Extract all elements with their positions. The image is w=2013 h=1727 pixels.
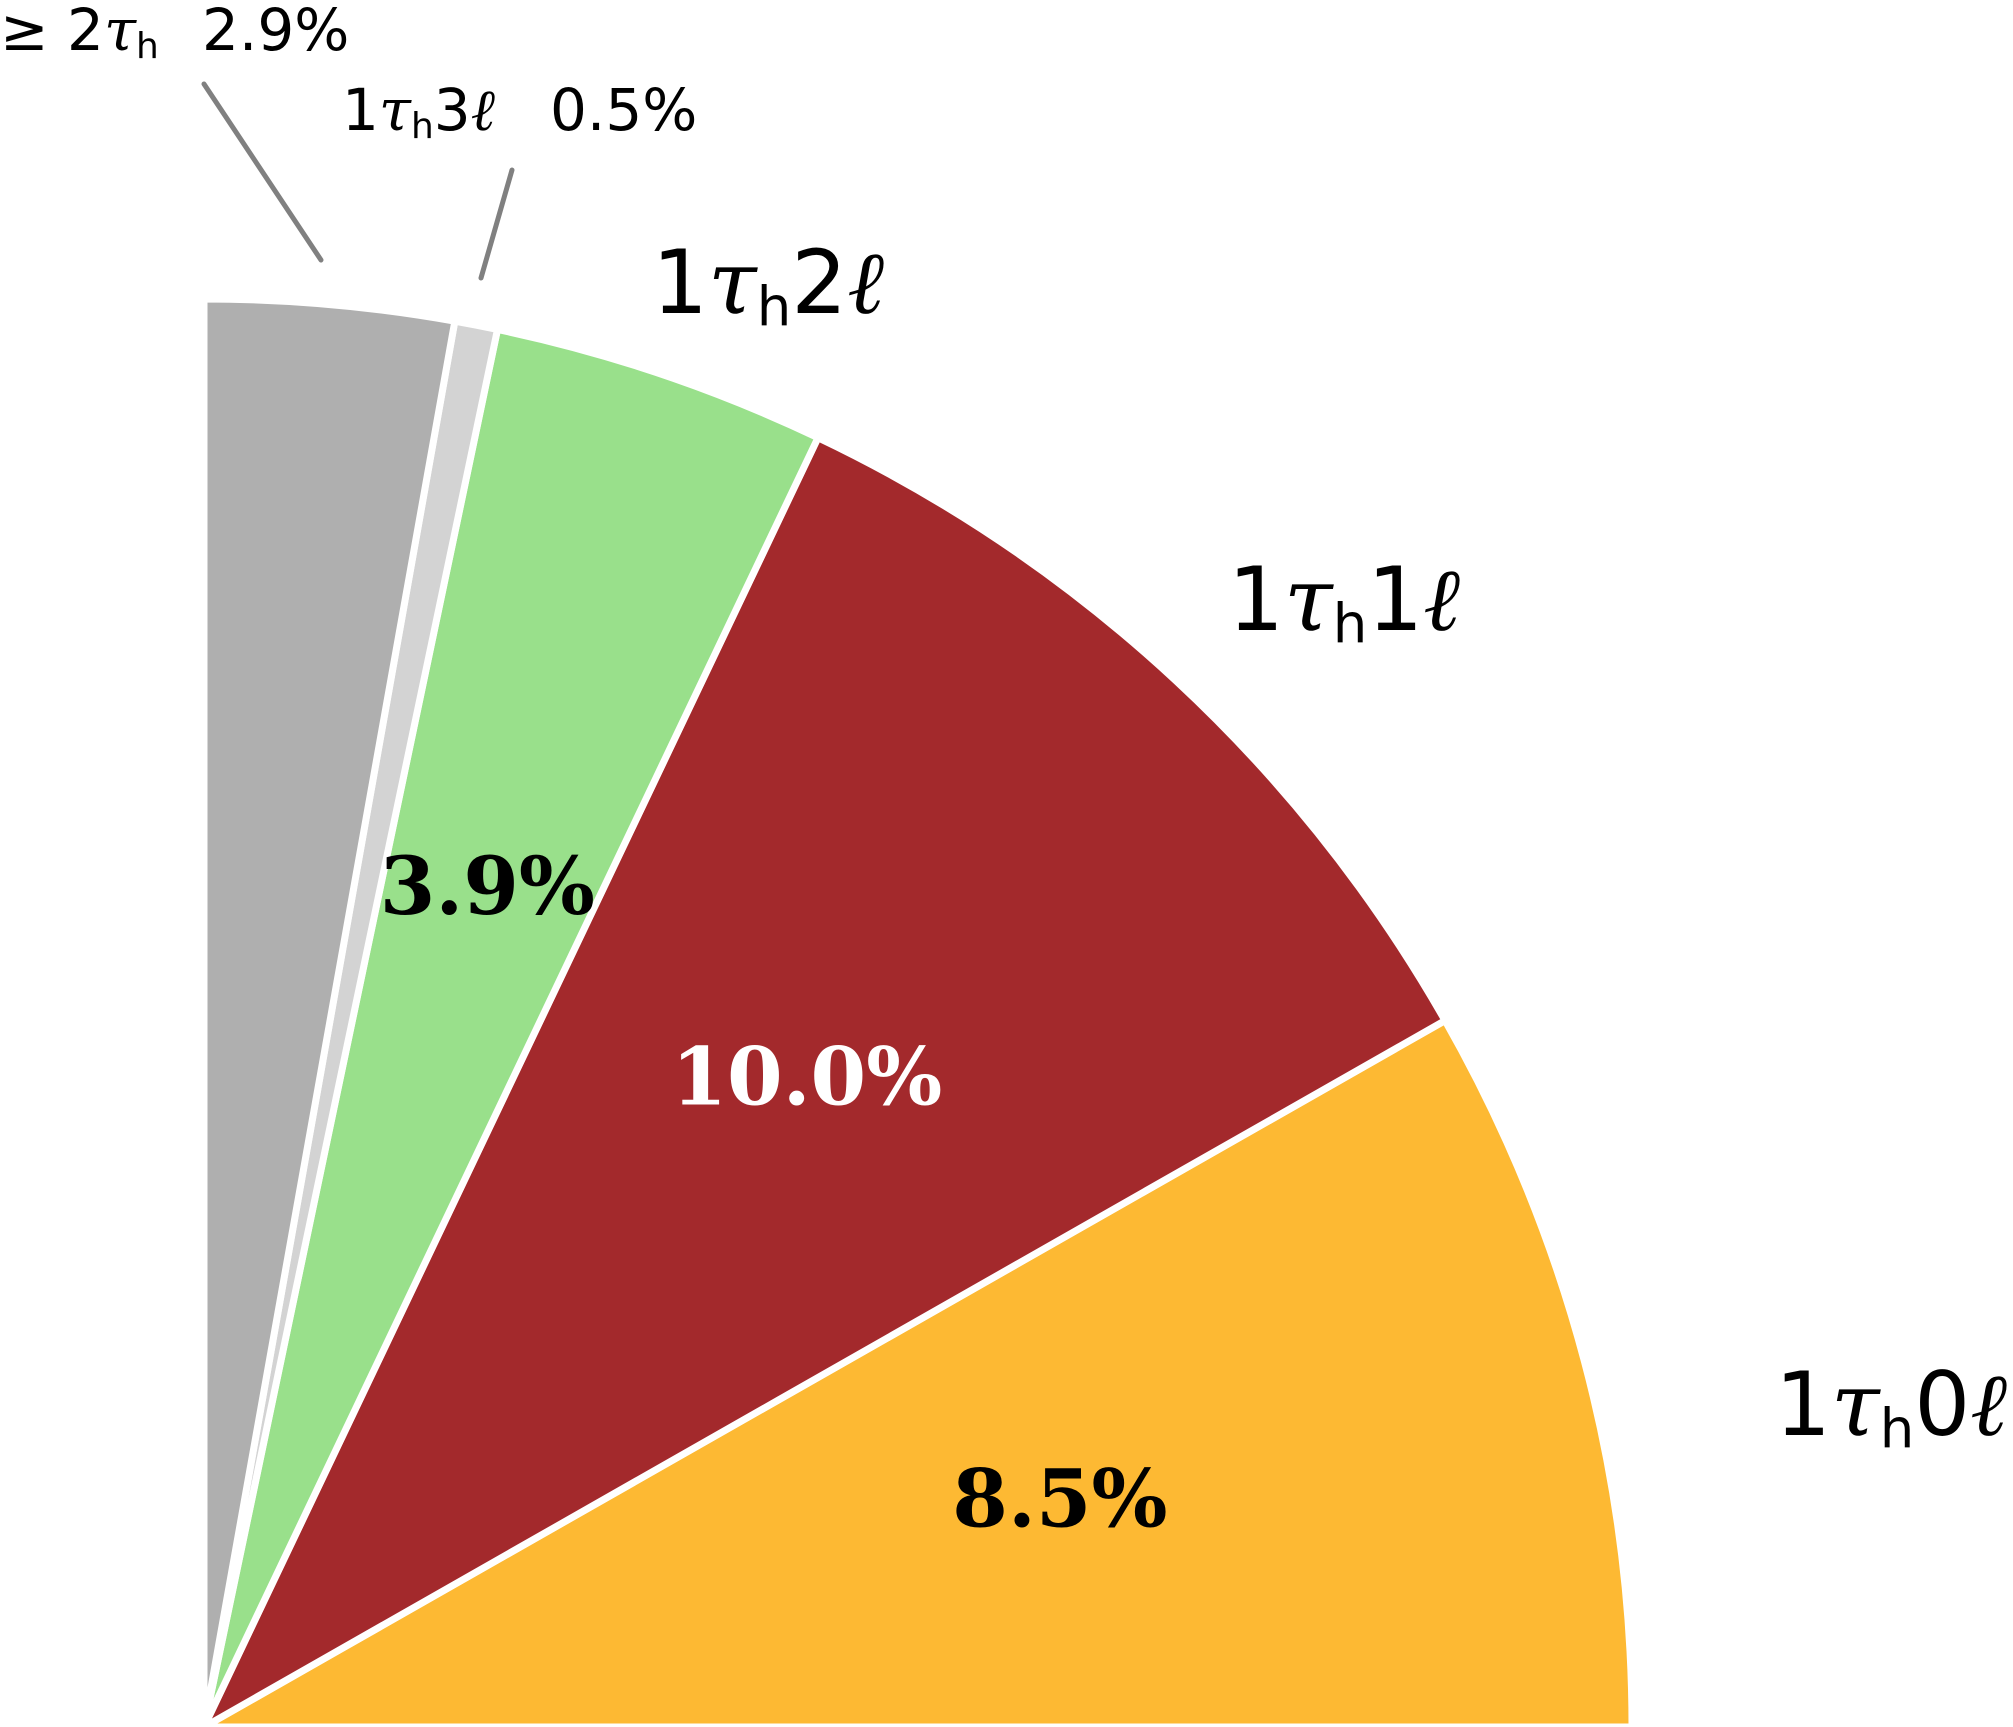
slice-value-label: 10.0% [671,1030,942,1124]
slice-value-label: 2.9% [202,0,349,64]
pie-slice [200,295,459,1727]
slice-category-label: 1τh2ℓ [652,231,884,338]
callout-line [478,167,515,281]
pie-slice [200,325,822,1727]
slice-category-label: 1τh3ℓ [342,76,495,147]
slice-value-label: 3.9% [380,839,595,933]
slice-value-label: 8.5% [952,1452,1167,1546]
pie-slice [200,1017,1636,1727]
callout-lines [201,81,515,281]
slice-category-label: 1τh0ℓ [1775,1353,2007,1460]
pie-labels: 1τh0ℓ 8.5% 1τh1ℓ 10.0% 1τh2ℓ 3.9% 1τh3ℓ 0.5% ≥ 2… [0,0,2007,1546]
pie-slices [200,295,1636,1727]
pie-slice [200,434,1449,1727]
slice-category-label: 1τh1ℓ [1228,548,1460,655]
callout-line [201,81,324,263]
slice-value-label: 0.5% [550,76,697,144]
slice-category-label: ≥ 2τh [0,0,159,67]
